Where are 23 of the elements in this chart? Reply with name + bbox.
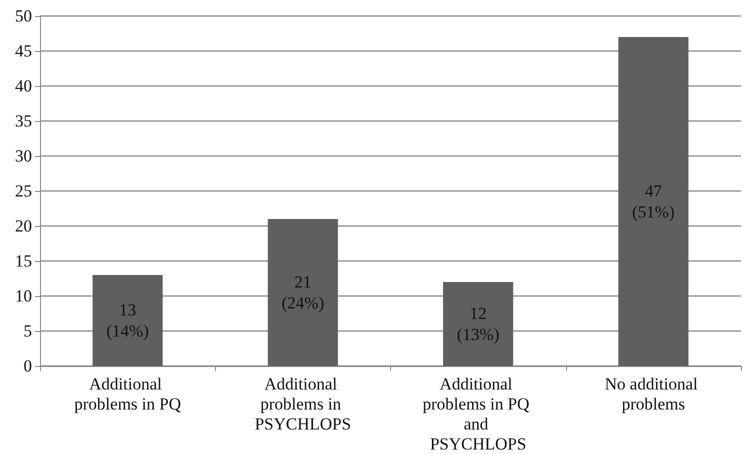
bar (443, 282, 514, 366)
y-tick-label: 25 (15, 182, 32, 200)
bar (268, 219, 338, 366)
y-tick-label: 20 (15, 216, 32, 236)
data-label: 13 (14%) (106, 300, 149, 340)
y-tick-label: 40 (15, 76, 32, 96)
data-label: 47 (51%) (632, 182, 675, 222)
x-tick-label: Additional problems in PQ and PSYCHLOPS (422, 374, 534, 454)
y-tick-label: 5 (24, 322, 32, 340)
bar (92, 275, 163, 366)
y-tick-label: 15 (15, 252, 32, 270)
data-label: 21 (24%) (282, 272, 324, 312)
y-tick-label: 35 (15, 112, 32, 130)
bar (618, 37, 688, 366)
x-tick-label: No additional problems (604, 374, 702, 414)
x-tick-label: Additional problems in PQ (74, 374, 181, 414)
data-label: 12 (13%) (456, 304, 500, 344)
y-tick-label: 45 (15, 42, 32, 60)
y-tick-label: 0 (24, 356, 32, 376)
x-tick-label: Additional problems in PSYCHLOPS (254, 374, 352, 434)
y-tick-label: 30 (15, 146, 32, 166)
y-tick-label: 10 (15, 286, 32, 306)
y-tick-label: 50 (15, 6, 32, 26)
